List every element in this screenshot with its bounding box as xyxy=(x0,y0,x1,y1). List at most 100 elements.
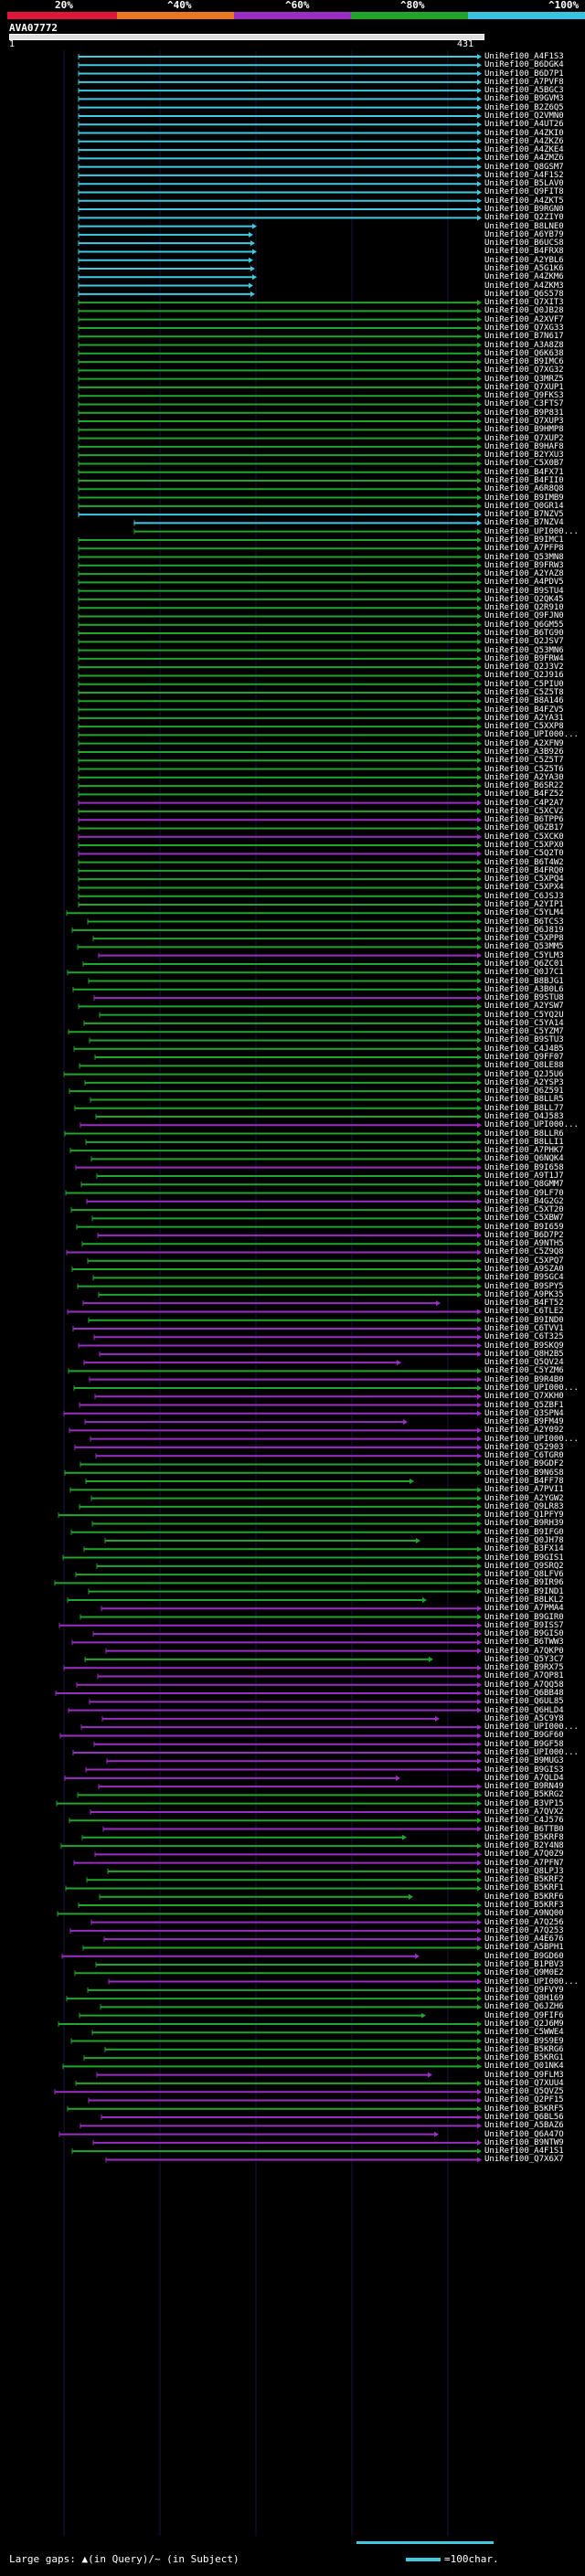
hit-label[interactable]: UniRef100_Q53MN8 xyxy=(484,552,564,562)
hit-label[interactable]: UniRef100_Q9FVY9 xyxy=(484,1985,564,1995)
hit-label[interactable]: UniRef100_B6TPP6 xyxy=(484,815,564,825)
hit-label[interactable]: UniRef100_B9IFG0 xyxy=(484,1527,564,1537)
hit-label[interactable]: UniRef100_B9S9E9 xyxy=(484,2036,564,2046)
hit-label[interactable]: UniRef100_Q8LFV6 xyxy=(484,1570,564,1580)
hit-label[interactable]: UniRef100_B2YXU3 xyxy=(484,451,564,461)
hit-label[interactable]: UniRef100_UPI000... xyxy=(484,1120,579,1130)
hit-label[interactable]: UniRef100_B9GIS1 xyxy=(484,1553,564,1563)
hit-label[interactable]: UniRef100_B4FX71 xyxy=(484,467,564,477)
hit-label[interactable]: UniRef100_B4FT52 xyxy=(484,1299,564,1309)
hit-label[interactable]: UniRef100_B8LLI1 xyxy=(484,1137,564,1147)
hit-label[interactable]: UniRef100_Q5QVZ5 xyxy=(484,2087,564,2097)
hit-label[interactable]: UniRef100_B9RX75 xyxy=(484,1663,564,1673)
hit-label[interactable]: UniRef100_Q9LR83 xyxy=(484,1501,564,1511)
hit-label[interactable]: UniRef100_A4ZKE4 xyxy=(484,145,564,155)
hit-label[interactable]: UniRef100_A5BPH1 xyxy=(484,1943,564,1953)
hit-label[interactable]: UniRef100_B9SKQ9 xyxy=(484,1341,564,1351)
hit-label[interactable]: UniRef100_A7PFN7 xyxy=(484,1858,564,1868)
hit-label[interactable]: UniRef100_B5KRG6 xyxy=(484,2044,564,2054)
hit-label[interactable]: UniRef100_B4FRX8 xyxy=(484,247,564,257)
hit-label[interactable]: UniRef100_B9SPY5 xyxy=(484,1281,564,1291)
hit-label[interactable]: UniRef100_Q6GM55 xyxy=(484,620,564,630)
hit-label[interactable]: UniRef100_B5KRF1 xyxy=(484,1883,564,1893)
hit-label[interactable]: UniRef100_B9GD60 xyxy=(484,1951,564,1961)
hit-label[interactable]: UniRef100_A2YSP3 xyxy=(484,1077,564,1087)
hit-label[interactable]: UniRef100_B9FRW3 xyxy=(484,560,564,570)
hit-label[interactable]: UniRef100_Q2PF15 xyxy=(484,2095,564,2105)
hit-label[interactable]: UniRef100_Q1PFY9 xyxy=(484,1511,564,1521)
hit-label[interactable]: UniRef100_A7QLD4 xyxy=(484,1773,564,1783)
hit-label[interactable]: UniRef100_C5YLM4 xyxy=(484,908,564,918)
hit-label[interactable]: UniRef100_A2YBL6 xyxy=(484,255,564,265)
hit-label[interactable]: UniRef100_C4P2A7 xyxy=(484,798,564,808)
hit-label[interactable]: UniRef100_B3VP15 xyxy=(484,1798,564,1808)
hit-label[interactable]: UniRef100_B8LLR6 xyxy=(484,1129,564,1139)
hit-label[interactable]: UniRef100_B9HMP8 xyxy=(484,425,564,435)
hit-label[interactable]: UniRef100_B5KRF5 xyxy=(484,2104,564,2114)
hit-label[interactable]: UniRef100_Q7XUP2 xyxy=(484,433,564,443)
hit-label[interactable]: UniRef100_Q7XUP1 xyxy=(484,382,564,392)
hit-label[interactable]: UniRef100_A4F1S2 xyxy=(484,170,564,180)
hit-label[interactable]: UniRef100_C5X0B7 xyxy=(484,459,564,469)
hit-label[interactable]: UniRef100_Q5ZBF1 xyxy=(484,1400,564,1410)
hit-label[interactable]: UniRef100_UPI000... xyxy=(484,1723,579,1733)
hit-label[interactable]: UniRef100_C5XCV2 xyxy=(484,806,564,816)
hit-label[interactable]: UniRef100_B9IMC6 xyxy=(484,357,564,367)
hit-label[interactable]: UniRef100_C5Q2T0 xyxy=(484,849,564,859)
hit-label[interactable]: UniRef100_Q9FLM3 xyxy=(484,2070,564,2080)
hit-label[interactable]: UniRef100_Q6UL85 xyxy=(484,1697,564,1707)
hit-label[interactable]: UniRef100_C5XXP8 xyxy=(484,722,564,732)
hit-label[interactable]: UniRef100_A7Q253 xyxy=(484,1925,564,1935)
hit-label[interactable]: UniRef100_B9GIR0 xyxy=(484,1612,564,1622)
hit-label[interactable]: UniRef100_Q2J3V2 xyxy=(484,663,564,673)
hit-label[interactable]: UniRef100_C5YZM6 xyxy=(484,1366,564,1376)
hit-label[interactable]: UniRef100_B9RGN0 xyxy=(484,205,564,215)
hit-label[interactable]: UniRef100_A2YGW2 xyxy=(484,1493,564,1503)
hit-label[interactable]: UniRef100_B9IND1 xyxy=(484,1586,564,1596)
hit-label[interactable]: UniRef100_B9GIS3 xyxy=(484,1765,564,1775)
hit-label[interactable]: UniRef100_Q52903 xyxy=(484,1442,564,1452)
hit-label[interactable]: UniRef100_A2YSW7 xyxy=(484,1002,564,1012)
hit-label[interactable]: UniRef100_A7PMA4 xyxy=(484,1604,564,1614)
hit-label[interactable]: UniRef100_Q6HLD4 xyxy=(484,1705,564,1715)
hit-label[interactable]: UniRef100_A7QKP0 xyxy=(484,1646,564,1656)
hit-label[interactable]: UniRef100_Q7X6X7 xyxy=(484,2155,564,2165)
hit-label[interactable]: UniRef100_Q9LF70 xyxy=(484,1188,564,1198)
hit-label[interactable]: UniRef100_Q2J916 xyxy=(484,671,564,681)
hit-label[interactable]: UniRef100_C6TVV1 xyxy=(484,1324,564,1333)
hit-label[interactable]: UniRef100_B9IMC1 xyxy=(484,535,564,545)
hit-label[interactable]: UniRef100_A9PK35 xyxy=(484,1289,564,1299)
hit-label[interactable]: UniRef100_B9GIS0 xyxy=(484,1629,564,1639)
hit-label[interactable]: UniRef100_Q8GMM7 xyxy=(484,1180,564,1190)
hit-label[interactable]: UniRef100_B9ISS7 xyxy=(484,1620,564,1630)
hit-label[interactable]: UniRef100_C6JSJ3 xyxy=(484,891,564,901)
hit-label[interactable]: UniRef100_B9I659 xyxy=(484,1222,564,1232)
hit-label[interactable]: UniRef100_B6D7P2 xyxy=(484,1230,564,1240)
hit-label[interactable]: UniRef100_Q7XG33 xyxy=(484,323,564,333)
hit-label[interactable]: UniRef100_Q2J6M9 xyxy=(484,2019,564,2029)
hit-label[interactable]: UniRef100_Q0JB28 xyxy=(484,306,564,316)
hit-label[interactable]: UniRef100_Q7XIT3 xyxy=(484,298,564,308)
hit-label[interactable]: UniRef100_Q6K638 xyxy=(484,348,564,358)
hit-label[interactable]: UniRef100_B2Z6Q5 xyxy=(484,102,564,112)
hit-label[interactable]: UniRef100_Q7XUU4 xyxy=(484,2078,564,2088)
hit-label[interactable]: UniRef100_A2YIP1 xyxy=(484,900,564,909)
hit-label[interactable]: UniRef100_A6R8Q8 xyxy=(484,484,564,494)
hit-label[interactable]: UniRef100_C5Z5T6 xyxy=(484,764,564,774)
hit-label[interactable]: UniRef100_B9GVM3 xyxy=(484,94,564,104)
hit-label[interactable]: UniRef100_Q9SRQ2 xyxy=(484,1561,564,1571)
hit-label[interactable]: UniRef100_B8LKL2 xyxy=(484,1595,564,1605)
hit-label[interactable]: UniRef100_B6SR22 xyxy=(484,781,564,791)
hit-label[interactable]: UniRef100_B8LLR5 xyxy=(484,1095,564,1105)
hit-label[interactable]: UniRef100_B6D7P1 xyxy=(484,69,564,79)
hit-label[interactable]: UniRef100_C6T325 xyxy=(484,1332,564,1342)
hit-label[interactable]: UniRef100_A9T1J7 xyxy=(484,1171,564,1181)
hit-label[interactable]: UniRef100_A5C9Y8 xyxy=(484,1713,564,1723)
hit-label[interactable]: UniRef100_A2XFN9 xyxy=(484,738,564,748)
hit-label[interactable]: UniRef100_Q4J583 xyxy=(484,1112,564,1121)
hit-label[interactable]: UniRef100_C5YZM7 xyxy=(484,1027,564,1037)
hit-label[interactable]: UniRef100_B9IMB9 xyxy=(484,493,564,503)
hit-label[interactable]: UniRef100_Q6J819 xyxy=(484,925,564,935)
hit-label[interactable]: UniRef100_A9NQ00 xyxy=(484,1909,564,1919)
hit-label[interactable]: UniRef100_B5KRG2 xyxy=(484,1790,564,1800)
